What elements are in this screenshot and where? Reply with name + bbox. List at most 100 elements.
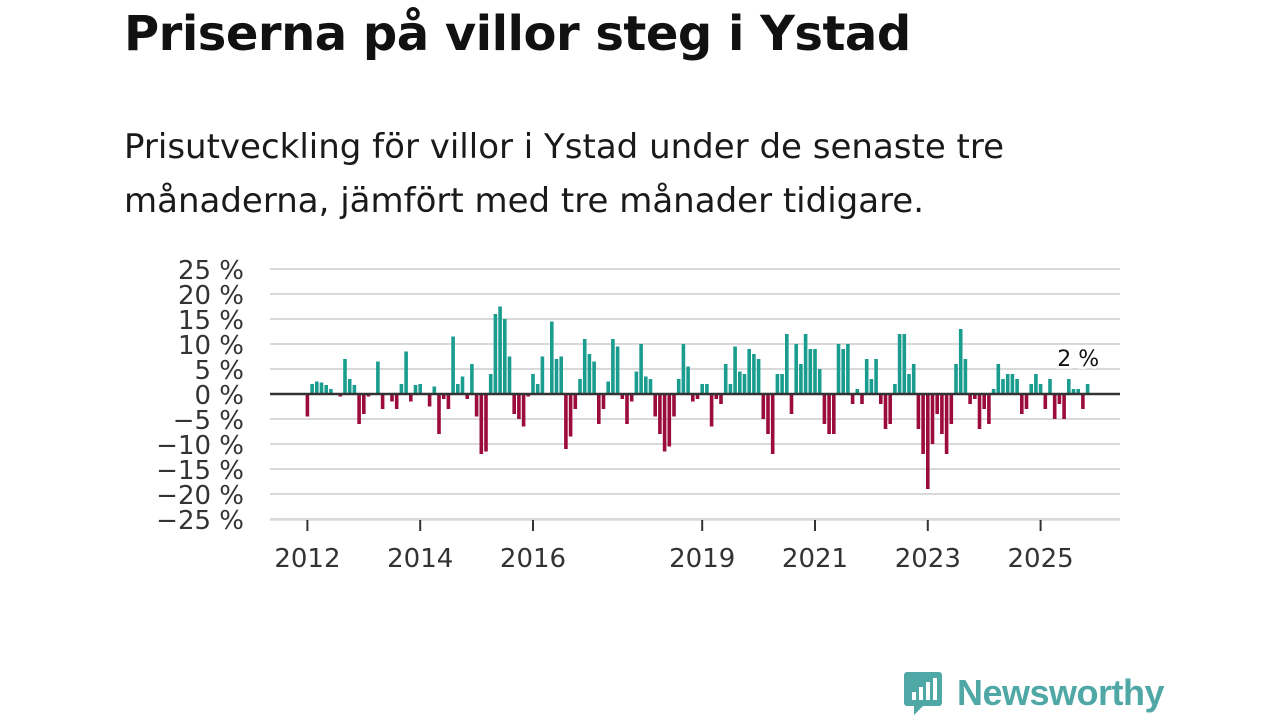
bar xyxy=(827,394,831,434)
bar xyxy=(714,394,719,399)
bar xyxy=(991,389,996,394)
bar xyxy=(620,394,625,399)
bar xyxy=(1038,384,1043,394)
y-tick-label: 10 % xyxy=(178,331,244,361)
bar xyxy=(775,374,780,394)
bar xyxy=(879,394,883,404)
bar xyxy=(1001,379,1005,394)
bar xyxy=(394,394,399,409)
bar xyxy=(517,394,521,419)
bar xyxy=(1081,394,1085,409)
bar xyxy=(982,394,986,409)
bar xyxy=(1020,394,1024,414)
bar xyxy=(676,379,681,394)
bar xyxy=(1010,374,1015,394)
bar xyxy=(362,394,366,414)
bar xyxy=(582,339,587,394)
bar xyxy=(413,385,418,394)
bar xyxy=(540,356,545,394)
bar xyxy=(568,394,573,437)
bar xyxy=(686,366,690,394)
bar xyxy=(963,359,968,394)
bar xyxy=(667,394,672,447)
bar xyxy=(503,319,507,394)
bar xyxy=(639,344,643,394)
newsworthy-logo-icon xyxy=(904,672,942,715)
bar xyxy=(874,359,878,394)
gridlines xyxy=(270,268,1120,520)
bar xyxy=(347,379,352,394)
bar xyxy=(808,349,813,394)
bar xyxy=(907,374,911,394)
bar xyxy=(761,394,766,419)
bar xyxy=(1076,389,1080,394)
bar xyxy=(629,394,634,402)
bar xyxy=(451,336,455,394)
bar xyxy=(897,334,902,394)
bar xyxy=(770,394,775,454)
x-tick-label: 2014 xyxy=(387,544,453,574)
bar xyxy=(573,394,578,409)
bar xyxy=(592,361,596,394)
bar xyxy=(803,334,808,394)
bar xyxy=(474,394,479,417)
bar xyxy=(954,364,958,394)
y-tick-label: −10 % xyxy=(156,431,244,461)
bar xyxy=(1043,394,1048,409)
bar xyxy=(578,379,582,394)
bar xyxy=(916,394,921,429)
bar xyxy=(634,371,639,394)
bar xyxy=(817,369,822,394)
bar xyxy=(305,394,310,417)
bar xyxy=(940,394,944,434)
x-tick-label: 2012 xyxy=(274,544,340,574)
bar xyxy=(1057,394,1062,404)
bar xyxy=(315,381,319,394)
bar xyxy=(658,394,662,434)
bar xyxy=(507,356,512,394)
y-tick-label: −5 % xyxy=(173,406,244,436)
bar xyxy=(648,379,653,394)
bar xyxy=(709,394,714,427)
bar xyxy=(399,384,404,394)
bar xyxy=(1071,389,1076,394)
bar xyxy=(512,394,516,414)
bar xyxy=(357,394,361,424)
bar xyxy=(930,394,935,444)
x-tick-label: 2023 xyxy=(895,544,961,574)
bar xyxy=(672,394,676,417)
bar xyxy=(944,394,949,454)
bar xyxy=(456,384,460,394)
bar xyxy=(559,356,563,394)
bar xyxy=(601,394,606,409)
bar-chart: 25 %20 %15 %10 %5 %0 %−5 %−10 %−15 %−20 … xyxy=(156,256,1120,574)
bar xyxy=(564,394,568,449)
bar xyxy=(1015,379,1019,394)
bar xyxy=(752,354,756,394)
bar xyxy=(465,394,469,399)
bar xyxy=(921,394,925,454)
bar xyxy=(521,394,526,427)
bar xyxy=(813,349,817,394)
y-tick-label: 20 % xyxy=(178,281,244,311)
bar xyxy=(550,321,554,394)
bar xyxy=(484,394,488,452)
bar xyxy=(460,376,465,394)
bar xyxy=(380,394,385,409)
bar xyxy=(973,394,977,399)
y-tick-label: 15 % xyxy=(178,306,244,336)
brand-name: Newsworthy xyxy=(957,672,1165,713)
bar xyxy=(493,314,498,394)
bar xyxy=(535,384,540,394)
bar xyxy=(587,354,592,394)
bar xyxy=(723,364,728,394)
newsworthy-logo: Newsworthy xyxy=(903,670,1165,716)
bar xyxy=(695,394,700,399)
bar xyxy=(705,384,709,394)
bar xyxy=(987,394,991,424)
chart-title: Priserna på villor steg i Ystad xyxy=(124,6,911,62)
bar xyxy=(644,376,648,394)
bar xyxy=(747,349,751,394)
bar xyxy=(756,359,761,394)
bar xyxy=(935,394,939,414)
